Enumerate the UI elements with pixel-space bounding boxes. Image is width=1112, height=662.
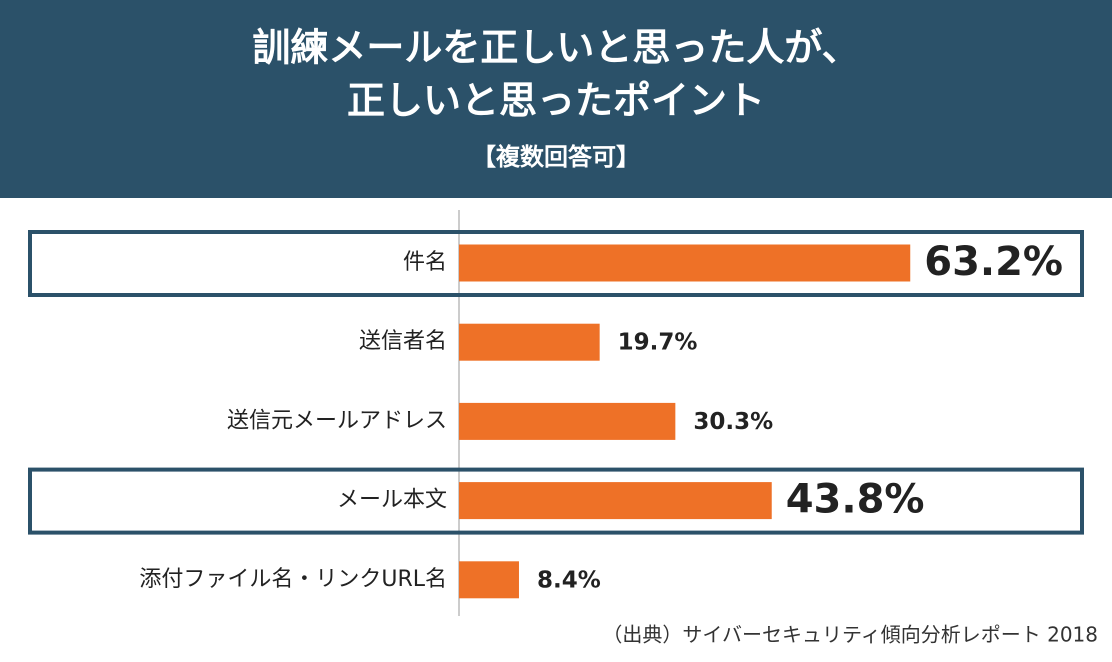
category-label: 送信者名 bbox=[359, 329, 447, 354]
chart-title: 正しいと思ったポイント bbox=[347, 79, 765, 123]
category-label: 添付ファイル名・リンクURL名 bbox=[139, 567, 447, 592]
chart-title: 訓練メールを正しいと思った人が、 bbox=[252, 26, 859, 70]
value-label: 30.3% bbox=[693, 409, 773, 435]
bar bbox=[459, 244, 911, 282]
category-label: 件名 bbox=[403, 250, 447, 275]
category-label: メール本文 bbox=[337, 488, 447, 513]
highlight-box bbox=[28, 467, 1084, 535]
value-label: 63.2% bbox=[924, 239, 1063, 285]
bar bbox=[459, 482, 772, 520]
header-band bbox=[0, 0, 1112, 198]
bar bbox=[459, 402, 676, 440]
category-label: 送信元メールアドレス bbox=[227, 408, 447, 433]
highlight-box bbox=[28, 230, 1084, 297]
value-label: 43.8% bbox=[786, 477, 925, 523]
source-note: （出典）サイバーセキュリティ傾向分析レポート 2018 bbox=[602, 623, 1098, 647]
value-label: 8.4% bbox=[537, 567, 601, 593]
value-label: 19.7% bbox=[618, 330, 698, 356]
bar bbox=[459, 323, 600, 361]
bar bbox=[459, 561, 519, 599]
chart-subtitle: 【複数回答可】 bbox=[472, 143, 640, 171]
